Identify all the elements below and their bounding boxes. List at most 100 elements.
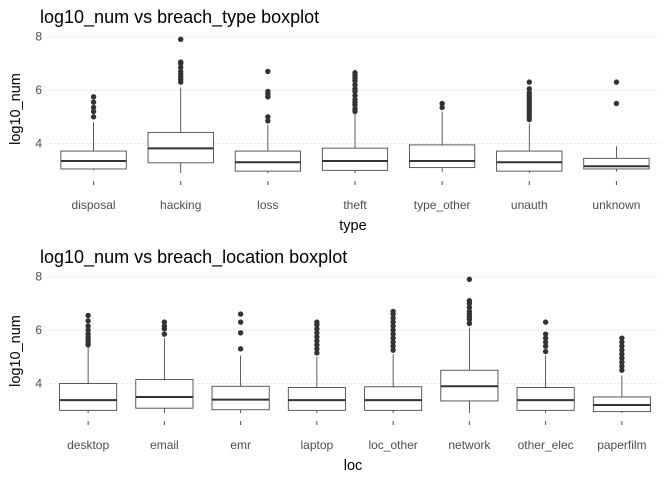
- outlier-desktop-6: [85, 323, 91, 329]
- outlier-loc-other-0: [390, 347, 396, 353]
- outlier-network-4: [466, 308, 473, 315]
- outlier-loc-other-8: [390, 315, 396, 321]
- outlier-theft-7: [352, 86, 358, 92]
- x-tick-label-type-other: type_other: [414, 198, 471, 212]
- outlier-paperfilm-8: [619, 335, 625, 341]
- outlier-loss-4: [265, 88, 271, 95]
- type-boxplot-panel: log10_num vs breach_type boxplot log10_n…: [8, 7, 660, 234]
- x-tick-label-other-elec: other_elec: [518, 438, 574, 452]
- x-tick-label-theft: theft: [343, 198, 367, 212]
- outlier-emr-3: [237, 311, 244, 317]
- plot-area-type: 4 6 8 disposal hacking loss theft type_other una…: [35, 30, 660, 212]
- y-tick-label-8: 8: [35, 30, 42, 44]
- outlier-unknown-0: [613, 100, 620, 107]
- outlier-unauth-12: [526, 79, 532, 85]
- outlier-laptop-2: [314, 342, 320, 348]
- outlier-desktop-8: [85, 312, 91, 319]
- x-tick-label-email: email: [150, 438, 179, 452]
- outlier-network-5: [466, 304, 473, 311]
- outlier-type-other-1: [439, 100, 445, 107]
- outlier-type-other-0: [439, 104, 445, 111]
- outlier-loc-other-3: [390, 335, 396, 341]
- outlier-other-elec-3: [542, 335, 549, 341]
- x-tick-label-desktop: desktop: [67, 438, 109, 452]
- outlier-email-0: [161, 331, 168, 337]
- x-tick-label-disposal: disposal: [72, 198, 116, 212]
- outlier-other-elec-5: [542, 319, 549, 325]
- outlier-paperfilm-3: [619, 355, 625, 361]
- x-tick-label-unauth: unauth: [511, 198, 548, 212]
- x-tick-label-hacking: hacking: [160, 198, 201, 212]
- outlier-laptop-3: [314, 338, 320, 344]
- outlier-loc-other-1: [390, 343, 396, 349]
- outlier-disposal-4: [90, 94, 97, 100]
- outlier-disposal-1: [90, 108, 97, 115]
- outlier-network-7: [466, 298, 473, 304]
- box-laptop: [287, 387, 346, 411]
- box-emr: [211, 385, 270, 411]
- outlier-email-3: [161, 319, 168, 325]
- x-tick-label-emr: emr: [230, 438, 251, 452]
- outlier-theft-12: [352, 70, 358, 76]
- outlier-paperfilm-6: [619, 343, 625, 349]
- outlier-other-elec-1: [542, 343, 549, 349]
- outlier-theft-5: [352, 92, 358, 99]
- box-desktop: [59, 383, 118, 411]
- outlier-loc-other-7: [390, 319, 396, 325]
- outlier-desktop-7: [85, 318, 91, 324]
- outlier-other-elec-0: [542, 348, 549, 355]
- outlier-email-2: [161, 323, 168, 329]
- outlier-loc-other-4: [390, 331, 396, 337]
- box-other-elec: [516, 387, 575, 411]
- outlier-paperfilm-4: [619, 351, 625, 357]
- location-boxplot-panel: log10_num vs breach_location boxplot log…: [8, 247, 660, 474]
- x-tick-label-unknown: unknown: [592, 198, 640, 212]
- outlier-desktop-4: [85, 331, 91, 337]
- outlier-paperfilm-5: [619, 347, 625, 353]
- outlier-theft-1: [352, 106, 358, 112]
- outlier-emr-1: [237, 330, 244, 336]
- x-tick-label-laptop: laptop: [301, 438, 334, 452]
- outlier-loc-other-10: [390, 308, 396, 315]
- plot-area-location: 4 6 8 desktop email emr laptop loc_other network…: [35, 270, 660, 452]
- outlier-loss-1: [265, 114, 271, 120]
- outlier-theft-8: [352, 82, 358, 88]
- outlier-hacking-7: [178, 59, 184, 65]
- outlier-loc-other-6: [390, 323, 396, 329]
- y-tick-label-6: 6: [35, 323, 42, 337]
- outlier-disposal-0: [90, 114, 97, 120]
- chart-title-type: log10_num vs breach_type boxplot: [40, 7, 319, 28]
- outlier-laptop-4: [314, 334, 320, 340]
- box-type-other: [409, 144, 476, 169]
- y-tick-label-8: 8: [35, 270, 42, 284]
- y-axis-title-type: log10_num: [8, 73, 24, 145]
- outlier-hacking-5: [178, 64, 184, 71]
- chart-title-location: log10_num vs breach_location boxplot: [40, 247, 347, 268]
- x-tick-label-loss: loss: [257, 198, 278, 212]
- outlier-desktop-5: [85, 327, 91, 333]
- outlier-network-8: [466, 276, 473, 283]
- outlier-paperfilm-2: [619, 359, 625, 365]
- outlier-disposal-3: [90, 99, 97, 105]
- outlier-paperfilm-0: [619, 367, 625, 373]
- y-tick-label-6: 6: [35, 83, 42, 97]
- x-axis-title-type: type: [339, 218, 366, 234]
- outlier-laptop-0: [314, 350, 320, 356]
- outlier-unauth-10: [526, 90, 532, 96]
- outlier-loc-other-2: [390, 339, 396, 345]
- y-tick-label-4: 4: [35, 377, 42, 391]
- outlier-laptop-8: [314, 319, 320, 325]
- outlier-disposal-2: [90, 104, 97, 111]
- outlier-other-elec-4: [542, 331, 549, 337]
- outlier-unauth-11: [526, 86, 532, 92]
- outlier-loss-5: [265, 68, 271, 75]
- x-tick-label-network: network: [448, 438, 491, 452]
- x-tick-label-loc-other: loc_other: [368, 438, 417, 452]
- box-unauth: [496, 150, 563, 172]
- x-axis-title-location: loc: [344, 458, 363, 474]
- box-loc-other: [364, 386, 423, 411]
- outlier-hacking-4: [178, 68, 184, 75]
- box-unknown: [583, 157, 650, 170]
- outlier-laptop-1: [314, 346, 320, 352]
